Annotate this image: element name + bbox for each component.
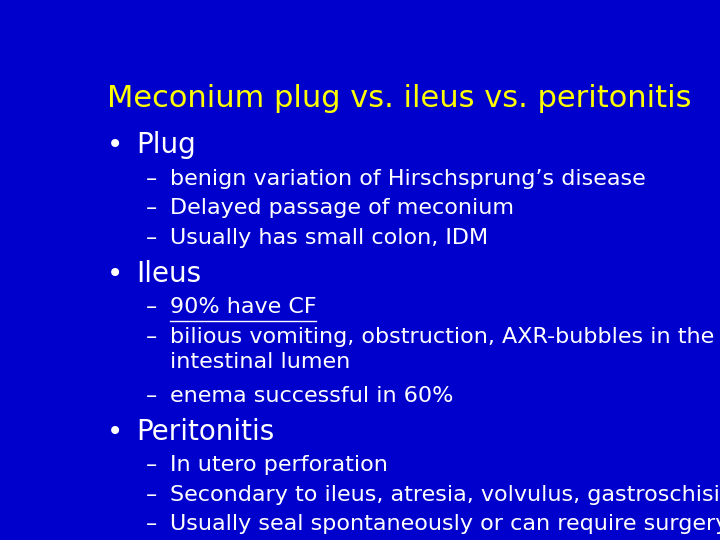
Text: Meconium plug vs. ileus vs. peritonitis: Meconium plug vs. ileus vs. peritonitis xyxy=(107,84,691,112)
Text: –: – xyxy=(145,514,157,534)
Text: benign variation of Hirschsprung’s disease: benign variation of Hirschsprung’s disea… xyxy=(170,168,646,189)
Text: •: • xyxy=(107,131,123,159)
Text: –: – xyxy=(145,386,157,406)
Text: bilious vomiting, obstruction, AXR-bubbles in the
intestinal lumen: bilious vomiting, obstruction, AXR-bubbl… xyxy=(170,327,714,372)
Text: Plug: Plug xyxy=(136,131,196,159)
Text: enema successful in 60%: enema successful in 60% xyxy=(170,386,453,406)
Text: Ileus: Ileus xyxy=(136,260,201,288)
Text: –: – xyxy=(145,228,157,248)
Text: •: • xyxy=(107,260,123,288)
Text: Usually seal spontaneously or can require surgery: Usually seal spontaneously or can requir… xyxy=(170,514,720,534)
Text: –: – xyxy=(145,485,157,505)
Text: 90% have CF: 90% have CF xyxy=(170,297,316,317)
Text: –: – xyxy=(145,168,157,189)
Text: –: – xyxy=(145,327,157,347)
Text: Delayed passage of meconium: Delayed passage of meconium xyxy=(170,198,514,218)
Text: •: • xyxy=(107,418,123,446)
Text: Usually has small colon, IDM: Usually has small colon, IDM xyxy=(170,228,488,248)
Text: –: – xyxy=(145,198,157,218)
Text: In utero perforation: In utero perforation xyxy=(170,455,387,475)
Text: –: – xyxy=(145,455,157,475)
Text: –: – xyxy=(145,297,157,317)
Text: Secondary to ileus, atresia, volvulus, gastroschisis: Secondary to ileus, atresia, volvulus, g… xyxy=(170,485,720,505)
Text: Peritonitis: Peritonitis xyxy=(136,418,274,446)
